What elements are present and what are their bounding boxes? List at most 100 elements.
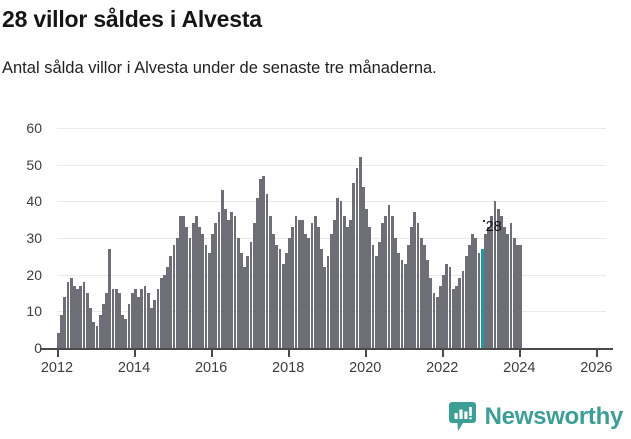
bar[interactable] [111, 289, 115, 348]
bar[interactable] [445, 263, 449, 348]
bar[interactable] [191, 223, 195, 348]
bar[interactable] [169, 256, 173, 348]
bar[interactable] [95, 326, 99, 348]
bar[interactable] [313, 216, 317, 348]
bar[interactable] [108, 249, 112, 348]
bar[interactable] [493, 201, 497, 348]
bar[interactable] [143, 285, 147, 348]
bar[interactable] [236, 238, 240, 348]
bar[interactable] [166, 267, 169, 348]
bar[interactable] [519, 245, 523, 348]
bar[interactable] [304, 234, 308, 348]
bar[interactable] [124, 318, 128, 348]
bar[interactable] [179, 216, 182, 348]
bar[interactable] [490, 216, 494, 348]
bar[interactable] [339, 201, 343, 348]
bar[interactable] [423, 245, 426, 348]
bar[interactable] [211, 234, 214, 348]
bar[interactable] [355, 168, 359, 348]
bar[interactable] [390, 216, 394, 348]
bar[interactable] [134, 289, 137, 348]
bar[interactable] [146, 293, 150, 348]
bar[interactable] [127, 304, 131, 348]
bar[interactable] [352, 183, 356, 348]
bar[interactable] [246, 256, 250, 348]
bar[interactable] [461, 271, 465, 348]
bar[interactable] [368, 227, 372, 348]
bar[interactable] [429, 278, 433, 348]
bar[interactable] [387, 205, 391, 348]
bar[interactable] [439, 285, 442, 348]
bar[interactable] [281, 263, 285, 348]
bar[interactable] [500, 216, 503, 348]
bar[interactable] [188, 238, 192, 348]
bar[interactable] [384, 216, 388, 348]
bar[interactable] [201, 234, 205, 348]
bar[interactable] [69, 278, 73, 348]
bar[interactable] [381, 223, 385, 348]
bar[interactable] [406, 245, 410, 348]
bar[interactable] [262, 175, 266, 348]
bar[interactable] [198, 227, 202, 348]
bar[interactable] [278, 249, 282, 348]
bar[interactable] [419, 238, 423, 348]
bar[interactable] [98, 315, 102, 348]
bar[interactable] [82, 282, 86, 348]
bar[interactable] [496, 208, 500, 348]
bar[interactable] [512, 238, 516, 348]
bar[interactable] [182, 216, 186, 348]
bar[interactable] [394, 238, 397, 348]
bar[interactable] [284, 252, 288, 348]
bar[interactable] [195, 216, 198, 348]
bar[interactable] [121, 315, 125, 348]
bar[interactable] [467, 245, 471, 348]
bar[interactable] [76, 289, 80, 348]
bar[interactable] [101, 304, 105, 348]
bar[interactable] [345, 227, 349, 348]
bar[interactable] [79, 285, 83, 348]
bar[interactable] [162, 274, 166, 348]
bar[interactable] [326, 256, 330, 348]
bar[interactable] [371, 245, 375, 348]
bar[interactable] [471, 234, 474, 348]
bar[interactable] [432, 293, 436, 348]
bar[interactable] [105, 293, 108, 348]
bar[interactable] [288, 238, 291, 348]
bar[interactable] [114, 289, 118, 348]
bar[interactable] [487, 227, 491, 348]
bar[interactable] [89, 307, 92, 348]
bar[interactable] [342, 216, 346, 348]
bar[interactable] [60, 315, 64, 348]
bar[interactable] [252, 223, 256, 348]
bar[interactable] [474, 238, 478, 348]
bar[interactable] [272, 234, 275, 348]
bar-highlighted[interactable] [480, 249, 484, 348]
bar[interactable] [249, 241, 253, 348]
bar[interactable] [227, 219, 230, 348]
bar[interactable] [455, 285, 458, 348]
bar[interactable] [204, 245, 208, 348]
bar[interactable] [66, 282, 70, 348]
bar[interactable] [435, 296, 439, 348]
bar[interactable] [85, 293, 89, 348]
bar[interactable] [333, 219, 336, 348]
bar[interactable] [233, 216, 237, 348]
bar[interactable] [403, 263, 407, 348]
bar[interactable] [416, 223, 420, 348]
bar[interactable] [256, 197, 259, 348]
bar[interactable] [220, 190, 224, 348]
bar[interactable] [323, 267, 327, 348]
bar[interactable] [451, 289, 455, 348]
bar[interactable] [378, 241, 381, 348]
bar[interactable] [175, 238, 179, 348]
bar[interactable] [185, 227, 189, 348]
bar[interactable] [223, 208, 227, 348]
bar[interactable] [207, 252, 211, 348]
bar[interactable] [365, 208, 369, 348]
bar[interactable] [307, 238, 311, 348]
bar[interactable] [374, 256, 378, 348]
bar[interactable] [516, 245, 519, 348]
bar[interactable] [140, 289, 144, 348]
bar[interactable] [336, 197, 340, 348]
bar[interactable] [358, 157, 362, 348]
